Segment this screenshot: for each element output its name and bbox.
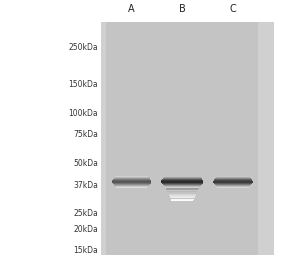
Bar xyxy=(112,181,151,182)
Bar xyxy=(165,186,200,187)
Bar xyxy=(106,22,157,256)
Bar xyxy=(162,179,202,180)
Bar xyxy=(112,181,151,182)
Text: B: B xyxy=(179,4,186,14)
Bar xyxy=(162,180,203,181)
Bar xyxy=(162,183,203,184)
Bar xyxy=(163,184,202,185)
Bar xyxy=(157,22,208,256)
Bar xyxy=(171,200,194,201)
Bar xyxy=(166,188,199,189)
Bar xyxy=(165,186,200,187)
Bar xyxy=(166,189,198,190)
Text: 150kDa: 150kDa xyxy=(68,80,98,89)
Bar xyxy=(115,177,149,178)
Bar xyxy=(215,178,251,179)
Text: 50kDa: 50kDa xyxy=(73,159,98,168)
Text: 37kDa: 37kDa xyxy=(73,181,98,190)
Text: A: A xyxy=(128,4,135,14)
Bar xyxy=(162,183,203,184)
Bar xyxy=(165,176,200,177)
Bar xyxy=(113,183,151,184)
Bar xyxy=(213,181,253,182)
Bar xyxy=(213,181,253,182)
Bar xyxy=(115,186,148,187)
Bar xyxy=(169,195,196,196)
Bar xyxy=(112,180,151,181)
Bar xyxy=(167,191,197,192)
Bar xyxy=(112,180,151,181)
Bar xyxy=(216,177,250,178)
Bar xyxy=(163,184,202,185)
Bar xyxy=(164,177,201,178)
Bar xyxy=(113,183,151,184)
Bar xyxy=(217,186,249,187)
Bar xyxy=(114,178,150,179)
Bar xyxy=(115,176,148,177)
Bar xyxy=(170,198,194,199)
Bar xyxy=(166,187,199,188)
Text: 100kDa: 100kDa xyxy=(68,109,98,118)
Bar xyxy=(214,183,252,184)
Bar xyxy=(161,182,203,183)
Bar xyxy=(213,182,252,183)
Text: 75kDa: 75kDa xyxy=(73,130,98,139)
Bar xyxy=(208,22,258,256)
Bar xyxy=(216,177,250,178)
Bar xyxy=(170,196,195,197)
Bar xyxy=(116,187,147,188)
Bar xyxy=(215,184,251,185)
Bar xyxy=(162,180,203,181)
Bar xyxy=(170,197,195,198)
Text: 250kDa: 250kDa xyxy=(68,43,98,52)
Bar xyxy=(114,185,149,186)
Bar xyxy=(163,178,201,179)
Bar xyxy=(113,179,150,180)
Bar xyxy=(161,181,203,182)
Bar xyxy=(216,186,249,187)
Bar xyxy=(113,184,150,185)
Text: 15kDa: 15kDa xyxy=(73,246,98,255)
Bar xyxy=(214,180,252,181)
Text: C: C xyxy=(230,4,236,14)
Text: 20kDa: 20kDa xyxy=(73,225,98,234)
Bar xyxy=(214,180,252,181)
Bar xyxy=(216,185,250,186)
Bar xyxy=(101,22,274,256)
Bar xyxy=(217,187,249,188)
Bar xyxy=(166,187,199,188)
Bar xyxy=(115,177,149,178)
Bar xyxy=(164,185,201,186)
Bar xyxy=(214,183,252,184)
Bar xyxy=(215,184,251,185)
Bar xyxy=(169,194,196,195)
Bar xyxy=(164,177,200,178)
Bar xyxy=(115,186,148,187)
Bar xyxy=(214,179,252,180)
Bar xyxy=(113,184,150,185)
Text: 25kDa: 25kDa xyxy=(73,209,98,218)
Bar xyxy=(217,176,249,177)
Bar xyxy=(112,182,151,183)
Bar xyxy=(161,181,203,182)
